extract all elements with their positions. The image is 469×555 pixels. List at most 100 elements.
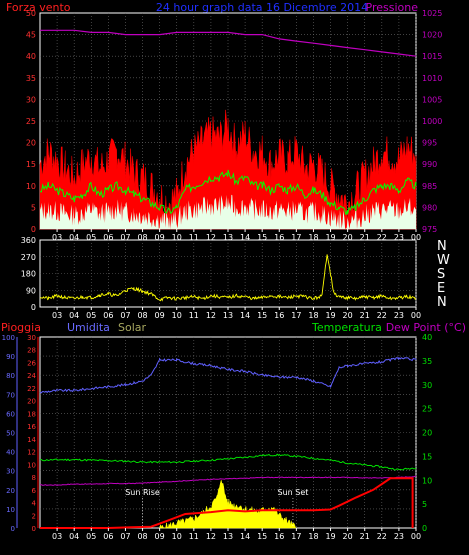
humidity-y-tick-label: 70 [6,391,15,399]
wind-y-tick-label: 45 [26,31,36,40]
x-tick-label: 23 [394,233,404,242]
rain-y-tick-label: 24 [27,372,36,380]
wind-low-area [40,194,416,229]
humidity-y-tick-label: 0 [11,525,15,533]
temperature-title: Temperatura [311,321,382,334]
pressure-line [40,29,417,57]
x-tick-label: 21 [360,233,370,242]
x-tick-label: 19 [325,233,335,242]
x-tick-label: 11 [189,311,199,320]
rain-y-tick-label: 20 [27,398,36,406]
x-tick-label: 18 [308,532,318,541]
compass-e: E [437,281,445,296]
rain-y-tick-label: 2 [32,512,36,520]
x-tick-label: 06 [103,311,113,320]
x-tick-label: 15 [257,233,267,242]
humidity-y-tick-label: 60 [6,410,15,418]
sun-rise-label: Sun Rise [125,488,160,497]
x-tick-label: 13 [223,311,233,320]
x-tick-label: 03 [52,532,62,541]
rain-y-tick-label: 4 [32,500,37,508]
humidity-line [39,356,417,394]
pressure-y-tick-label: 1025 [422,9,442,18]
humidity-y-tick-label: 20 [6,487,15,495]
temp-y-tick-label: 30 [422,381,432,390]
wind-y-tick-label: 35 [26,74,36,83]
pressure-y-tick-label: 1005 [422,95,442,104]
pressure-y-tick-label: 985 [422,182,437,191]
pressure-y-tick-label: 1010 [422,74,442,83]
x-tick-label: 14 [240,311,250,320]
x-tick-label: 11 [189,532,199,541]
x-tick-label: 12 [206,532,216,541]
x-tick-label: 15 [257,532,267,541]
temp-y-tick-label: 10 [422,476,432,485]
solar-title: Solar [118,321,147,334]
rain-title: Pioggia [1,321,41,334]
x-tick-label: 04 [69,233,79,242]
x-tick-label: 18 [308,233,318,242]
x-tick-label: 08 [137,311,147,320]
temp-y-tick-label: 5 [422,500,427,509]
x-tick-label: 10 [172,311,182,320]
wind-y-tick-label: 30 [26,95,36,104]
humidity-y-tick-label: 100 [2,334,15,342]
wind-y-tick-label: 40 [26,52,36,61]
pressure-y-tick-label: 975 [422,225,437,234]
pressure-y-tick-label: 995 [422,139,437,148]
x-tick-label: 07 [120,233,130,242]
dewpoint-title: Dew Point (°C) [386,321,466,334]
direction-y-tick-label: 0 [31,303,36,312]
pressure-y-tick-label: 1000 [422,117,442,126]
wind-y-tick-label: 50 [26,9,36,18]
x-tick-label: 16 [274,532,284,541]
x-tick-label: 08 [137,532,147,541]
x-tick-label: 12 [206,311,216,320]
chart-date-title: 24 hour graph data 16 Dicembre 2014 [156,1,368,14]
x-tick-label: 23 [394,311,404,320]
x-tick-label: 04 [69,311,79,320]
humidity-y-tick-label: 30 [6,468,15,476]
rain-y-tick-label: 28 [27,347,36,355]
x-tick-label: 07 [120,311,130,320]
x-tick-label: 20 [343,311,353,320]
pressure-y-tick-label: 990 [422,160,437,169]
x-tick-label: 06 [103,532,113,541]
rain-y-tick-label: 16 [27,423,36,431]
x-tick-label: 07 [120,532,130,541]
direction-y-tick-label: 90 [26,286,36,295]
x-tick-label: 00 [411,233,421,242]
x-tick-label: 05 [86,532,96,541]
rain-y-tick-label: 10 [27,461,36,469]
x-tick-label: 19 [325,532,335,541]
rain-y-tick-label: 12 [27,449,36,457]
pressure-y-tick-label: 1015 [422,52,442,61]
x-tick-label: 15 [257,311,267,320]
x-tick-label: 16 [274,233,284,242]
x-tick-label: 17 [291,233,301,242]
x-tick-label: 20 [343,532,353,541]
rain-y-tick-label: 8 [32,474,36,482]
x-tick-label: 22 [377,311,387,320]
x-tick-label: 09 [155,233,165,242]
x-tick-label: 16 [274,311,284,320]
x-tick-label: 11 [189,233,199,242]
x-tick-label: 00 [411,311,421,320]
humidity-y-tick-label: 10 [6,506,15,514]
x-tick-label: 10 [172,233,182,242]
rain-y-tick-label: 30 [27,334,36,342]
direction-y-tick-label: 360 [21,236,36,245]
pressure-title: Pressione [366,1,419,14]
compass-w: W [437,253,450,268]
x-tick-label: 14 [240,233,250,242]
wind-y-tick-label: 25 [26,117,36,126]
x-tick-label: 00 [411,532,421,541]
sun-set-label: Sun Set [277,488,308,497]
temperature-line [39,453,417,471]
x-tick-label: 20 [343,233,353,242]
x-tick-label: 14 [240,532,250,541]
temp-y-tick-label: 40 [422,333,432,342]
humidity-y-tick-label: 40 [6,449,15,457]
wind-direction-line [39,254,417,302]
pressure-y-tick-label: 980 [422,203,437,212]
